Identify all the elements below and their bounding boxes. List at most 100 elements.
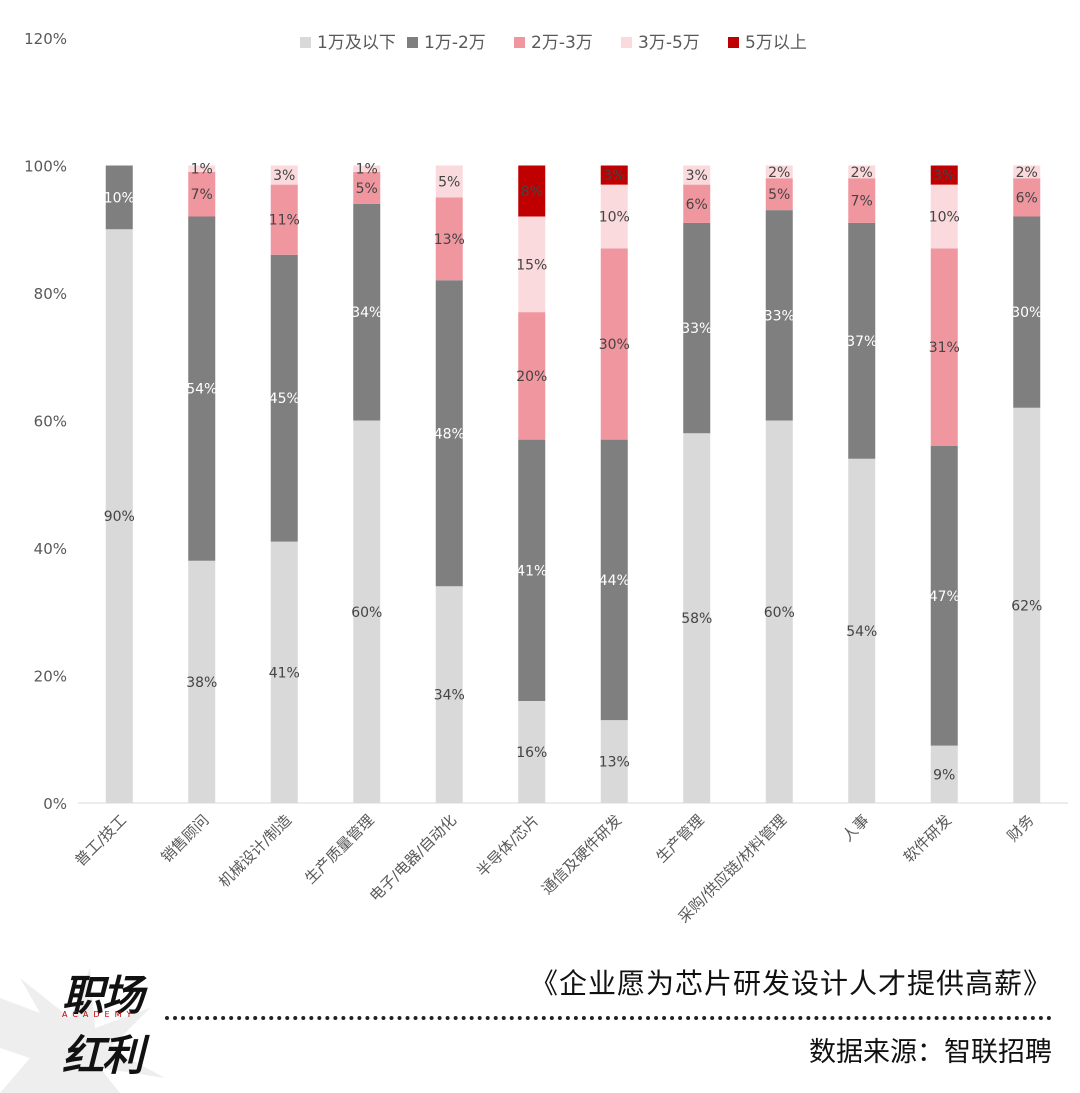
stacked-bar-chart: 0% 20% 40% 60% 80% 100% 120% 90% 10% 普工/技工 38% 54% 7…: [24, 30, 1068, 926]
data-label: 7%: [851, 194, 873, 210]
bar-segment: [435, 280, 463, 587]
x-tick-label: 机械设计/制造: [215, 811, 295, 891]
bar-segment: [353, 203, 381, 421]
bar-segment: [270, 254, 298, 542]
x-tick-label: 生产质量管理: [301, 811, 377, 887]
x-tick-label: 人事: [839, 811, 873, 845]
bar-segment: [188, 171, 216, 217]
data-label: 60%: [764, 605, 795, 621]
data-label: 2%: [1016, 165, 1038, 181]
x-tick-label: 电子/电器/自动化: [366, 811, 460, 905]
bar-segment: [1013, 178, 1041, 217]
x-tick-label: 生产管理: [652, 811, 707, 866]
data-label: 60%: [351, 605, 382, 621]
data-label: 48%: [434, 426, 465, 442]
data-label: 37%: [846, 334, 877, 350]
legend-label: 3万-5万: [638, 33, 700, 53]
bar-segment: [683, 165, 711, 185]
bar-segment: [105, 229, 133, 803]
logo-burst-icon: [0, 968, 165, 1093]
data-label: 90%: [104, 509, 135, 525]
bar-segment: [105, 165, 133, 230]
data-label: 54%: [846, 624, 877, 640]
legend-label: 5万以上: [745, 33, 807, 53]
bar-segment: [930, 745, 958, 803]
data-label: 1%: [191, 162, 213, 178]
data-label: 38%: [186, 675, 217, 691]
bar-segment: [930, 248, 958, 446]
data-label: 8%: [521, 184, 543, 200]
data-label: 5%: [438, 174, 460, 190]
data-label: 62%: [1011, 598, 1042, 614]
legend-label: 1万及以下: [317, 33, 396, 53]
data-label: 13%: [434, 232, 465, 248]
data-label: 5%: [768, 187, 790, 203]
bar-segment: [435, 586, 463, 803]
y-tick-label: 120%: [24, 30, 67, 48]
x-tick-label: 普工/技工: [71, 811, 130, 870]
bar-segment: [353, 171, 381, 204]
bar-segment: [683, 433, 711, 803]
bar-segment: [1013, 216, 1041, 408]
y-tick-label: 60%: [34, 413, 67, 431]
bar-segment: [353, 165, 381, 172]
bar-segment: [518, 165, 546, 217]
data-label: 10%: [104, 190, 135, 206]
data-label: 30%: [599, 337, 630, 353]
bar-segment: [848, 222, 876, 459]
x-tick-label: 销售顾问: [157, 811, 212, 866]
data-label: 10%: [929, 210, 960, 226]
data-label: 34%: [351, 305, 382, 321]
data-label: 44%: [599, 573, 630, 589]
bar-segment: [270, 165, 298, 185]
bar-segment: [270, 184, 298, 255]
y-tick-label: 80%: [34, 285, 67, 303]
data-label: 41%: [269, 665, 300, 681]
data-label: 2%: [851, 165, 873, 181]
data-label: 45%: [269, 391, 300, 407]
y-tick-label: 40%: [34, 540, 67, 558]
data-label: 54%: [186, 382, 217, 398]
footer-source: 数据来源：智联招聘: [809, 1037, 1052, 1068]
legend-swatch: [300, 37, 311, 48]
legend-label: 2万-3万: [531, 33, 593, 53]
data-label: 34%: [434, 688, 465, 704]
bar-segment: [765, 178, 793, 211]
data-label: 6%: [686, 197, 708, 213]
data-label: 5%: [356, 181, 378, 197]
bar-segment: [600, 184, 628, 249]
data-label: 20%: [516, 369, 547, 385]
data-label: 41%: [516, 563, 547, 579]
bar-segment: [600, 165, 628, 185]
bar-segment: [600, 248, 628, 440]
data-label: 3%: [603, 168, 625, 184]
bar-segment: [435, 165, 463, 198]
data-label: 6%: [1016, 190, 1038, 206]
bar-segment: [1013, 165, 1041, 179]
bar-segment: [188, 216, 216, 561]
bar-segment: [765, 165, 793, 179]
data-label: 1%: [356, 162, 378, 178]
x-tick-label: 软件研发: [900, 811, 955, 866]
bar-segment: [930, 446, 958, 746]
bar-segment: [848, 178, 876, 223]
bar-segment: [848, 165, 876, 179]
y-tick-label: 0%: [43, 795, 67, 813]
bar-segment: [765, 210, 793, 421]
x-tick-label: 半导体/芯片: [473, 811, 542, 880]
legend-label: 1万-2万: [424, 33, 486, 53]
bar-segment: [930, 165, 958, 185]
bar-segment: [518, 701, 546, 803]
data-label: 2%: [768, 165, 790, 181]
bar-segment: [518, 312, 546, 440]
legend-swatch: [621, 37, 632, 48]
bar-segment: [683, 184, 711, 223]
data-label: 11%: [269, 213, 300, 229]
bar-segment: [435, 197, 463, 281]
logo-text-bottom: 红利: [62, 1031, 144, 1080]
bar-segment: [1013, 407, 1041, 803]
legend-swatch: [728, 37, 739, 48]
bar-segment: [188, 560, 216, 803]
y-tick-label: 20%: [34, 668, 67, 686]
y-tick-label: 100%: [24, 158, 67, 176]
